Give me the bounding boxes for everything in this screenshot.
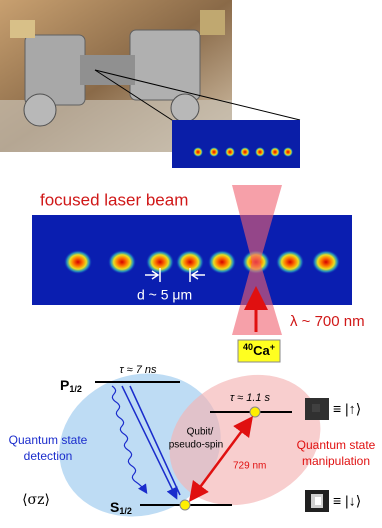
- transition-label: 729 nm: [233, 461, 266, 472]
- down-state: ≡ |↓⟩: [333, 493, 361, 509]
- ion-element: Ca: [253, 343, 270, 358]
- manipulation-line1: Quantum state: [297, 438, 376, 452]
- spacing-label: d ~ 5 μm: [137, 287, 192, 303]
- p-level-label: P1/2: [60, 377, 82, 395]
- s-letter: S: [110, 499, 119, 515]
- observable: ⟨σz⟩: [22, 492, 50, 508]
- bright-ion-image: [305, 490, 329, 512]
- detection-line2: detection: [24, 449, 73, 463]
- qubit-line2: pseudo-spin: [169, 440, 223, 451]
- ion-charge: +: [270, 342, 275, 352]
- dark-ion-image: [305, 398, 329, 420]
- p-lifetime: τ ≈ 7 ns: [119, 364, 157, 376]
- s-population: [180, 500, 190, 510]
- detection-line1: Quantum state: [9, 433, 88, 447]
- wavelength-label: λ ~ 700 nm: [290, 313, 365, 330]
- figure: focused laser beam d ~ 5 μm λ ~ 700 nm 4…: [0, 0, 382, 528]
- ion-image-small: [172, 120, 300, 168]
- up-state: ≡ |↑⟩: [333, 401, 361, 417]
- qubit-line1: Qubit/: [187, 427, 214, 438]
- manipulation-line2: manipulation: [302, 454, 370, 468]
- d-population: [250, 407, 260, 417]
- p-subscript: 1/2: [69, 384, 82, 394]
- beam-label: focused laser beam: [40, 190, 188, 209]
- ion-mass: 40: [243, 342, 253, 352]
- d-lifetime: τ ≈ 1.1 s: [230, 392, 271, 404]
- s-subscript: 1/2: [119, 506, 132, 516]
- p-letter: P: [60, 377, 69, 393]
